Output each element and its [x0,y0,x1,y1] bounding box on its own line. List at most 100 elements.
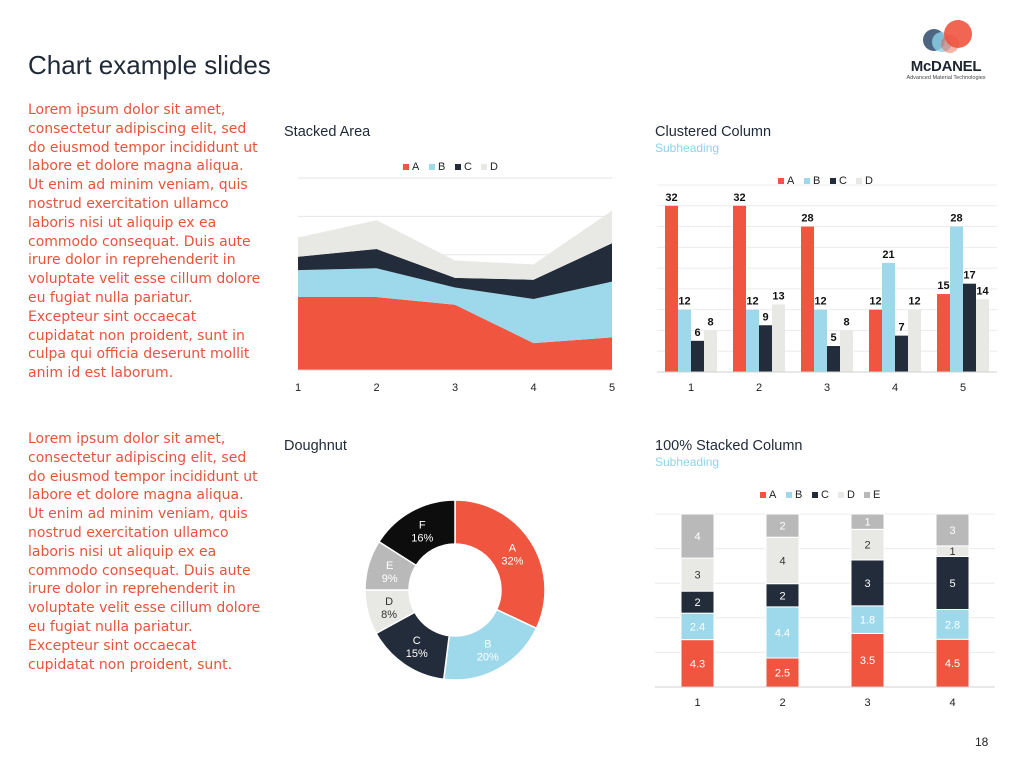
stacked-100-data-label: 4.4 [775,627,790,639]
clustered-column-data-label: 28 [801,213,813,225]
stacked-100-data-label: 3 [694,570,700,582]
stacked-100-legend-label-d: D [847,489,855,501]
stacked-100-segment-c [850,559,885,607]
stacked-100-segment-d [680,557,715,592]
stacked-100-legend-swatch-a [760,492,766,498]
stacked-100-segment-b [680,612,715,641]
stacked-area-tick-label: 4 [530,382,536,394]
stacked-area-title: Stacked Area [284,124,371,140]
doughnut-slice-label: C [413,635,421,647]
stacked-area-series-a [298,297,612,370]
stacked-area-tick-label: 2 [373,382,379,394]
clustered-column-legend-label-a: A [787,175,795,187]
stacked-100-chart: A B C D E 4.3 2.4 2 3 4 1 2.5 4.4 2 4 2 2 3.5 1.8 3 2 1 3 4.5 2.… [655,489,995,709]
stacked-100-data-label: 4.5 [945,658,960,670]
doughnut-slice-pct: 15% [406,648,428,660]
clustered-column-bar-a [665,205,678,372]
doughnut-title: Doughnut [284,438,347,454]
doughnut-slice-a [454,499,546,630]
stacked-100-data-label: 3 [949,525,955,537]
clustered-column-bar-b [950,226,963,372]
stacked-100-segment-e [765,513,800,538]
clustered-column-legend-swatch-a [778,178,784,184]
stacked-100-segment-a [850,632,885,688]
clustered-column-legend-label-c: C [839,175,847,187]
doughnut-slice-pct: 9% [382,573,398,585]
body-paragraph-1: Lorem ipsum dolor sit amet, consectetur … [28,102,261,382]
clustered-column-legend-swatch-c [830,178,836,184]
stacked-100-legend-swatch-d [838,492,844,498]
stacked-100-legend-label-b: B [795,489,802,501]
clustered-column-data-label: 12 [746,296,758,308]
stacked-100-data-label: 5 [949,578,955,590]
clustered-column-legend-label-d: D [865,175,873,187]
stacked-100-data-label: 3 [864,578,870,590]
stacked-100-segment-e [680,513,715,559]
body-paragraph-2: Lorem ipsum dolor sit amet, consectetur … [28,431,261,673]
clustered-column-data-label: 8 [843,316,849,328]
stacked-100-data-label: 2 [779,590,785,602]
clustered-column-data-label: 5 [830,332,836,344]
clustered-column-title: Clustered Column [655,124,772,140]
doughnut-slice-pct: 16% [411,532,433,544]
stacked-area-tick-label: 5 [609,382,615,394]
clustered-column-data-label: 12 [814,296,826,308]
clustered-column-bar-c [895,335,908,372]
stacked-100-data-label: 3.5 [860,655,875,667]
clustered-column-tick-label: 2 [756,382,762,394]
stacked-100-data-label: 4 [694,531,700,543]
clustered-column-subtitle: Subheading [655,141,720,155]
stacked-area-legend-label-a: A [412,161,420,173]
stacked-100-data-label: 1 [864,517,870,529]
stacked-100-data-label: 2.4 [690,621,705,633]
stacked-area-chart: A B C D 1 2 3 4 5 [295,161,615,394]
stacked-100-segment-e [935,513,970,547]
stacked-area-legend-label-c: C [464,161,472,173]
clustered-column-bar-d [908,309,921,372]
stacked-100-legend-swatch-e [864,492,870,498]
stacked-100-segment-a [935,638,970,688]
stacked-100-subtitle: Subheading [655,455,720,469]
clustered-column-bar-c [827,346,840,372]
logo: McDANEL Advanced Material Technologies [894,14,998,86]
stacked-100-segment-d [765,536,800,585]
stacked-100-segment-d [850,528,885,561]
doughnut-slice-label: B [484,639,491,651]
stacked-area-legend-swatch-a [403,164,409,170]
clustered-column-bar-b [746,309,759,372]
stacked-100-data-label: 2 [864,540,870,552]
clustered-column-data-label: 12 [908,296,920,308]
clustered-column-bar-b [814,309,827,372]
stacked-100-data-label: 1 [949,546,955,558]
page-number: 18 [975,735,989,749]
stacked-100-tick-label: 2 [779,697,785,709]
stacked-area-legend-label-d: D [490,161,498,173]
stacked-area-series-b [298,268,612,344]
stacked-100-legend-label-c: C [821,489,829,501]
stacked-100-tick-label: 3 [864,697,870,709]
clustered-column-bar-c [963,283,976,372]
clustered-column-data-label: 15 [937,280,949,292]
stacked-100-data-label: 1.8 [860,615,875,627]
stacked-100-legend-swatch-b [786,492,792,498]
clustered-column-legend-swatch-b [804,178,810,184]
doughnut-slice-label: D [385,596,393,608]
stacked-100-title: 100% Stacked Column [655,438,803,454]
stacked-area-legend-label-b: B [438,161,445,173]
clustered-column-tick-label: 1 [688,382,694,394]
stacked-100-segment-c [935,555,970,611]
clustered-column-data-label: 21 [882,249,894,261]
doughnut-slice-f [377,499,456,567]
clustered-column-bar-a [937,294,950,372]
clustered-column-bar-b [678,309,691,372]
clustered-column-data-label: 8 [707,316,713,328]
stacked-area-legend-swatch-d [481,164,487,170]
stacked-100-segment-b [850,605,885,634]
clustered-column-bar-a [869,309,882,372]
doughnut-slice-label: A [509,543,517,555]
stacked-100-legend-swatch-c [812,492,818,498]
stacked-100-data-label: 2 [694,597,700,609]
clustered-column-data-label: 13 [772,290,784,302]
stacked-area-legend-swatch-c [455,164,461,170]
clustered-column-legend-swatch-d [856,178,862,184]
